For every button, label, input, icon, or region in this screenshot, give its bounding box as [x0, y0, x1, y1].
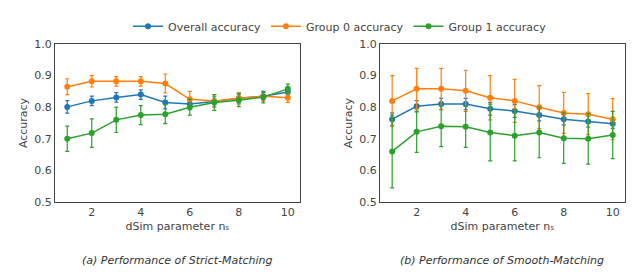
svg-text:0.5: 0.5 [359, 196, 377, 209]
svg-text:0.9: 0.9 [359, 69, 377, 82]
svg-text:Accuracy: Accuracy [17, 97, 30, 148]
svg-text:dSim parameter nₛ: dSim parameter nₛ [451, 220, 555, 233]
svg-text:4: 4 [462, 206, 469, 219]
svg-text:(b) Performance of Smooth-Matc: (b) Performance of Smooth-Matching [400, 254, 604, 267]
svg-text:10: 10 [606, 206, 620, 219]
svg-text:2: 2 [413, 206, 420, 219]
svg-text:6: 6 [511, 206, 518, 219]
svg-text:0.8: 0.8 [34, 101, 52, 114]
svg-text:8: 8 [560, 206, 567, 219]
svg-text:Overall accuracy: Overall accuracy [168, 21, 261, 34]
svg-text:1.0: 1.0 [34, 38, 52, 51]
svg-text:1.0: 1.0 [359, 38, 377, 51]
svg-text:Group 0 accuracy: Group 0 accuracy [306, 21, 404, 34]
svg-text:2: 2 [88, 206, 95, 219]
svg-text:10: 10 [281, 206, 295, 219]
svg-text:0.8: 0.8 [359, 101, 377, 114]
svg-text:0.7: 0.7 [34, 133, 52, 146]
svg-text:6: 6 [186, 206, 193, 219]
svg-text:Group 1 accuracy: Group 1 accuracy [449, 21, 547, 34]
svg-text:(a) Performance of Strict-Matc: (a) Performance of Strict-Matching [82, 254, 273, 267]
svg-text:0.7: 0.7 [359, 133, 377, 146]
svg-text:8: 8 [235, 206, 242, 219]
svg-text:dSim parameter nₛ: dSim parameter nₛ [126, 220, 230, 233]
svg-text:Accuracy: Accuracy [342, 97, 355, 148]
svg-text:0.6: 0.6 [359, 164, 377, 177]
svg-text:4: 4 [137, 206, 144, 219]
svg-text:0.5: 0.5 [34, 196, 52, 209]
svg-text:0.9: 0.9 [34, 69, 52, 82]
svg-text:0.6: 0.6 [34, 164, 52, 177]
